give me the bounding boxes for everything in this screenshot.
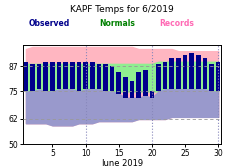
- Bar: [155, 64, 160, 91]
- Bar: [96, 64, 101, 89]
- Bar: [30, 64, 35, 91]
- Text: Records: Records: [158, 19, 193, 28]
- Bar: [182, 55, 187, 89]
- Bar: [63, 62, 68, 89]
- Bar: [136, 72, 140, 98]
- Bar: [129, 81, 134, 98]
- Bar: [208, 64, 213, 91]
- Bar: [83, 62, 88, 89]
- Bar: [109, 66, 114, 91]
- Text: KAPF Temps for 6/2019: KAPF Temps for 6/2019: [70, 5, 173, 14]
- Bar: [50, 62, 54, 91]
- Bar: [202, 58, 206, 89]
- Bar: [149, 91, 153, 98]
- Bar: [76, 62, 81, 91]
- Bar: [142, 70, 147, 96]
- Bar: [70, 62, 74, 89]
- Bar: [169, 58, 173, 89]
- Bar: [56, 62, 61, 89]
- Text: Observed: Observed: [29, 19, 70, 28]
- Bar: [215, 62, 220, 91]
- Bar: [90, 62, 94, 89]
- Bar: [103, 64, 107, 91]
- X-axis label: June 2019: June 2019: [101, 159, 142, 166]
- Bar: [23, 62, 28, 91]
- Bar: [37, 64, 41, 89]
- Bar: [162, 62, 167, 89]
- Text: Normals: Normals: [99, 19, 135, 28]
- Bar: [116, 72, 121, 94]
- Bar: [189, 53, 193, 89]
- Bar: [122, 77, 127, 98]
- Bar: [175, 58, 180, 89]
- Bar: [43, 62, 48, 91]
- Bar: [195, 55, 200, 89]
